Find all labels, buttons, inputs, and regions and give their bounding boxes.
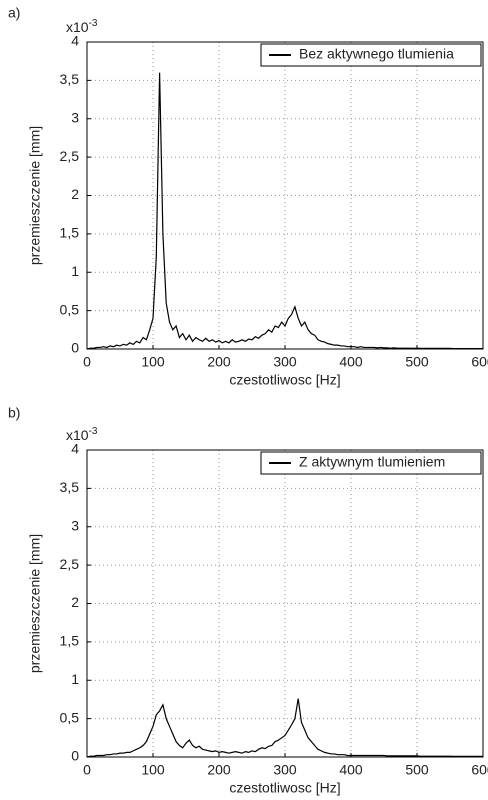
x-tick-label: 100 (141, 762, 165, 778)
scale-exponent: -3 (89, 426, 98, 437)
x-tick-label: 100 (141, 354, 165, 370)
y-tick-label: 2,5 (60, 556, 80, 572)
x-tick-label: 0 (83, 354, 91, 370)
scale-multiplier: x10-3 (66, 18, 98, 35)
legend-box (260, 451, 482, 475)
y-tick-label: 3,5 (60, 71, 80, 87)
x-tick-label: 500 (405, 762, 429, 778)
x-tick-label: 200 (207, 762, 231, 778)
x-tick-label: 400 (339, 762, 363, 778)
y-tick-label: 1 (71, 671, 79, 687)
x-tick-label: 0 (83, 762, 91, 778)
y-tick-label: 2,5 (60, 148, 80, 164)
data-line (86, 698, 483, 758)
plot-frame (86, 449, 484, 758)
x-tick-label: 400 (339, 354, 363, 370)
x-axis-label: czestotliwosc [Hz] (229, 372, 340, 388)
x-tick-label: 600 (471, 354, 488, 370)
y-tick-label: 2 (71, 186, 79, 202)
legend-label: Bez aktywnego tlumienia (299, 46, 454, 62)
x-axis-label: czestotliwosc [Hz] (229, 780, 340, 796)
legend-label: Z aktywnym tlumieniem (299, 454, 445, 470)
y-tick-label: 1,5 (60, 633, 80, 649)
y-tick-label: 0 (71, 748, 79, 764)
scale-exponent: -3 (89, 18, 98, 29)
x-tick-label: 600 (471, 762, 488, 778)
y-tick-label: 0 (71, 340, 79, 356)
x-tick-label: 300 (273, 762, 297, 778)
y-tick-label: 3 (71, 517, 79, 533)
y-tick-label: 4 (71, 441, 79, 457)
y-tick-label: 1 (71, 263, 79, 279)
y-tick-label: 3 (71, 109, 79, 125)
y-axis-label: przemieszczenie [mm] (27, 534, 43, 673)
panel-label: b) (8, 405, 20, 421)
y-tick-label: 0,5 (60, 709, 80, 725)
y-tick-label: 3,5 (60, 479, 80, 495)
data-line (86, 72, 483, 350)
panel-label: a) (8, 5, 20, 21)
x-tick-label: 500 (405, 354, 429, 370)
x-tick-label: 300 (273, 354, 297, 370)
x-tick-label: 200 (207, 354, 231, 370)
y-axis-label: przemieszczenie [mm] (27, 126, 43, 265)
plot-frame (86, 41, 484, 350)
y-tick-label: 4 (71, 33, 79, 49)
y-tick-label: 0,5 (60, 301, 80, 317)
legend-box (260, 43, 482, 67)
scale-base: x10 (66, 19, 89, 35)
y-tick-label: 1,5 (60, 225, 80, 241)
y-tick-label: 2 (71, 594, 79, 610)
scale-multiplier: x10-3 (66, 426, 98, 443)
scale-base: x10 (66, 427, 89, 443)
